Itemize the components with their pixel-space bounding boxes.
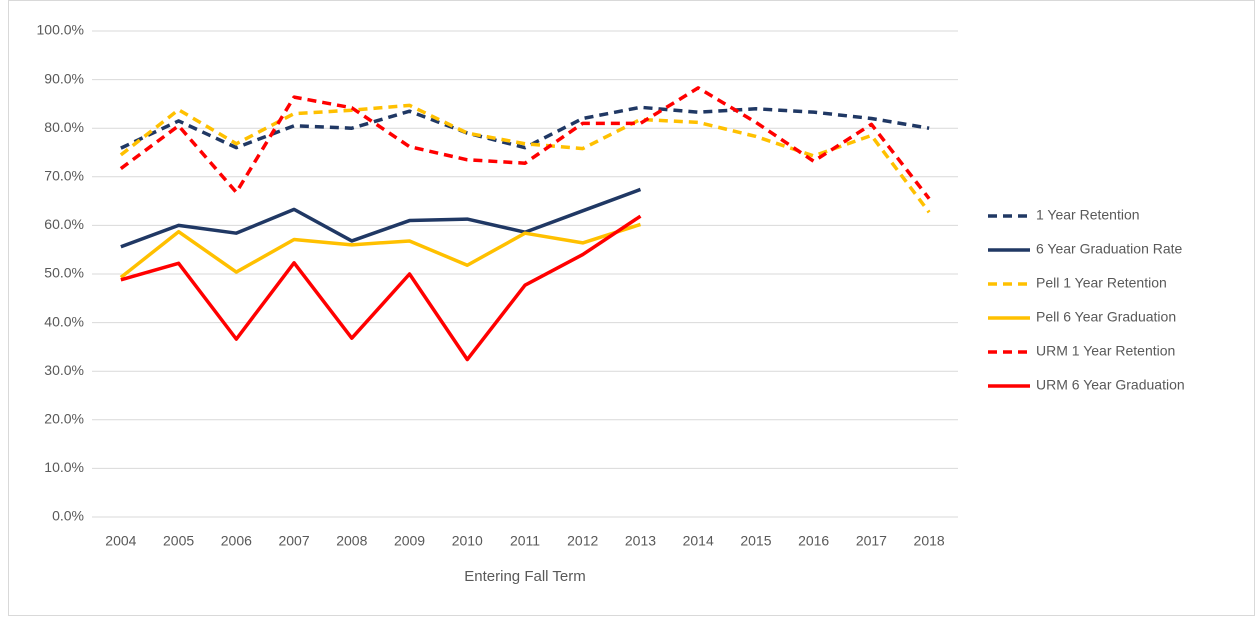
x-tick-label: 2018 (914, 533, 945, 549)
y-tick-label: 60.0% (44, 216, 84, 232)
x-tick-label: 2009 (394, 533, 425, 549)
legend-label: Pell 6 Year Graduation (1036, 309, 1176, 325)
legend-label: 6 Year Graduation Rate (1036, 241, 1183, 257)
x-tick-label: 2012 (567, 533, 598, 549)
x-tick-label: 2005 (163, 533, 194, 549)
y-tick-label: 40.0% (44, 313, 84, 329)
line-series (119, 86, 931, 200)
legend-label: 1 Year Retention (1036, 207, 1140, 223)
legend-label: URM 6 Year Graduation (1036, 377, 1185, 393)
y-tick-label: 70.0% (44, 168, 84, 184)
chart-frame (8, 0, 1255, 616)
line-series (119, 222, 642, 279)
x-tick-label: 2004 (105, 533, 136, 549)
y-tick-label: 30.0% (44, 362, 84, 378)
legend-label: URM 1 Year Retention (1036, 343, 1175, 359)
x-tick-label: 2015 (740, 533, 771, 549)
x-tick-label: 2008 (336, 533, 367, 549)
x-tick-label: 2011 (510, 533, 540, 549)
x-tick-label: 2017 (856, 533, 887, 549)
legend-label: Pell 1 Year Retention (1036, 275, 1167, 291)
y-tick-label: 0.0% (52, 508, 84, 524)
line-series (120, 187, 642, 249)
y-tick-label: 20.0% (44, 411, 84, 427)
y-tick-label: 90.0% (44, 70, 84, 86)
x-tick-label: 2010 (452, 533, 483, 549)
line-series (120, 214, 642, 362)
x-tick-label: 2006 (221, 533, 252, 549)
x-tick-label: 2014 (683, 533, 714, 549)
y-tick-label: 100.0% (37, 22, 84, 38)
x-tick-label: 2016 (798, 533, 829, 549)
x-tick-label: 2013 (625, 533, 656, 549)
x-axis-title: Entering Fall Term (464, 568, 585, 585)
y-tick-label: 10.0% (44, 459, 84, 475)
x-tick-label: 2007 (278, 533, 309, 549)
y-tick-label: 50.0% (44, 265, 84, 281)
line-series (120, 105, 930, 150)
y-tick-label: 80.0% (44, 119, 84, 135)
